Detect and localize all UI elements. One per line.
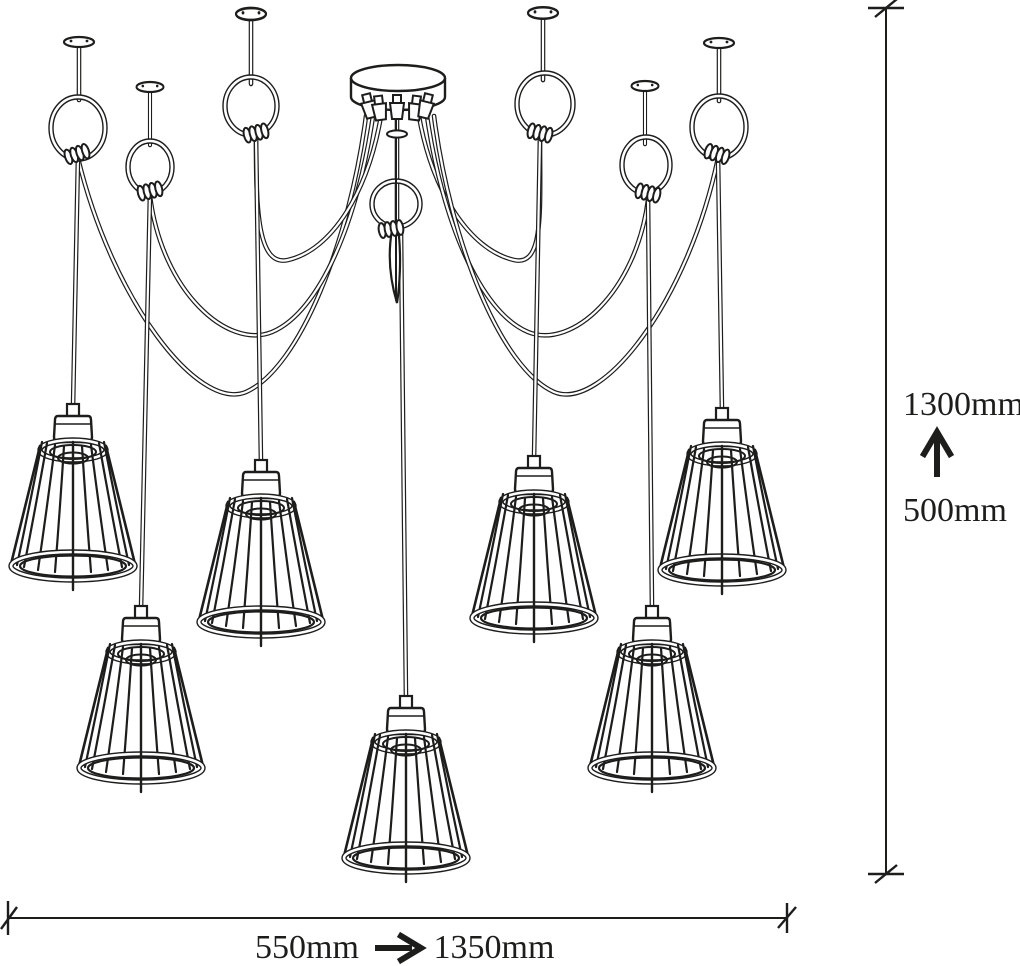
pendant-shade-6 — [590, 606, 714, 792]
drop-cable-7 — [715, 153, 725, 415]
drape-cables — [75, 113, 721, 397]
cable-coil-6 — [633, 181, 663, 205]
ceiling-rod-far-right — [704, 38, 734, 101]
dimension-tick-left — [0, 901, 18, 935]
right-arrow-icon — [375, 931, 427, 965]
pendant-shade-4 — [344, 696, 468, 882]
overall-height-label: 1300mm — [903, 386, 1020, 423]
adjustable-height-label: 500mm — [903, 492, 1007, 529]
drape-cable-far-right — [431, 113, 721, 397]
ceiling-rod-mid-left — [236, 8, 266, 84]
pendant-shades — [11, 404, 784, 882]
drape-cable-far-left — [75, 113, 369, 397]
drop-cable-1 — [70, 153, 81, 411]
pendant-shade-3 — [199, 460, 323, 646]
drape-cable-right — [424, 113, 651, 338]
cord-grip-center — [389, 94, 405, 120]
cable-coil-4 — [376, 218, 406, 240]
cable-coil-1 — [61, 142, 93, 166]
drop-cable-5 — [531, 133, 543, 463]
ceiling-canopy — [349, 63, 447, 139]
vertical-dimension: 1300mm 500mm — [868, 0, 1020, 884]
pendant-shade-5 — [472, 456, 596, 642]
strain-relief-washer — [386, 129, 408, 139]
dimension-tick-bottom — [868, 864, 904, 884]
dimension-tick-top — [868, 0, 904, 18]
pendant-shade-7 — [660, 408, 784, 594]
pendant-shade-1 — [11, 404, 135, 590]
drape-cable-left — [147, 113, 376, 338]
drop-cable-4 — [398, 229, 409, 703]
central-cable-assembly — [394, 109, 409, 703]
pendant-shade-2 — [79, 606, 203, 792]
drop-cables — [70, 133, 725, 613]
drop-cable-3 — [253, 133, 264, 467]
ceiling-rod-far-left — [64, 37, 94, 100]
cable-coil-5 — [525, 121, 555, 145]
cable-coil-7 — [701, 142, 733, 166]
drop-cable-6 — [645, 193, 655, 613]
central-cable-hairpin — [388, 111, 402, 304]
ceiling-rod-left — [137, 82, 164, 145]
cable-coil-2 — [135, 179, 165, 203]
horizontal-dimension: 550mm 1350mm — [0, 901, 797, 966]
drop-cable-2 — [138, 189, 153, 613]
ceiling-rod-mid-right — [528, 7, 558, 79]
width-min-label: 550mm — [255, 929, 359, 966]
width-max-label: 1350mm — [434, 929, 555, 966]
dimension-tick-right — [777, 903, 797, 933]
cable-coil-3 — [241, 121, 271, 145]
up-arrow-icon — [919, 426, 955, 477]
